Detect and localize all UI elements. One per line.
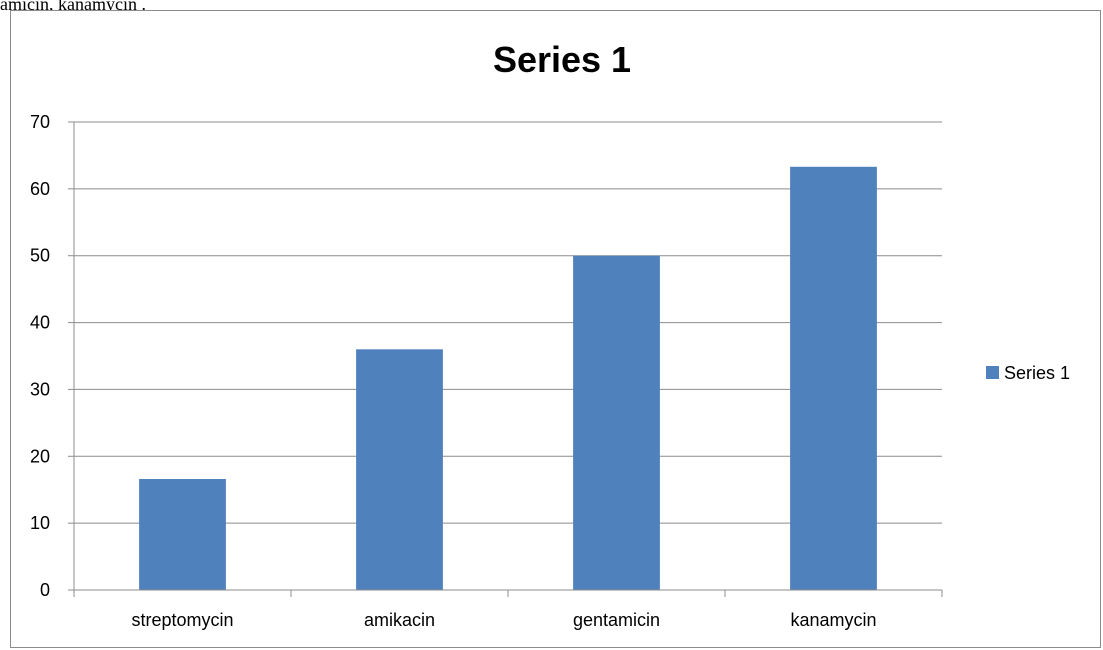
x-tick-label: streptomycin — [131, 610, 233, 630]
y-tick-label: 30 — [30, 379, 50, 399]
y-tick-label: 60 — [30, 179, 50, 199]
legend: Series 1 — [986, 363, 1070, 383]
axes — [68, 121, 943, 597]
y-tick-label: 20 — [30, 446, 50, 466]
chart-title: Series 1 — [493, 39, 631, 80]
bar-gentamicin — [573, 255, 660, 590]
x-tick-label: amikacin — [364, 610, 435, 630]
x-tick-label: gentamicin — [573, 610, 660, 630]
y-axis-tick-labels: 0 10 20 30 40 50 60 70 — [30, 112, 50, 600]
y-tick-label: 40 — [30, 313, 50, 333]
legend-swatch — [986, 366, 999, 379]
y-tick-label: 50 — [30, 246, 50, 266]
bar-streptomycin — [139, 479, 226, 590]
legend-label: Series 1 — [1004, 363, 1070, 383]
y-tick-label: 0 — [40, 580, 50, 600]
y-tick-label: 70 — [30, 112, 50, 132]
y-tick-label: 10 — [30, 513, 50, 533]
x-axis-tick-labels: streptomycin amikacin gentamicin kanamycin — [131, 610, 876, 630]
bars — [139, 166, 877, 590]
bar-kanamycin — [790, 166, 877, 590]
x-tick-label: kanamycin — [790, 610, 876, 630]
bar-amikacin — [356, 349, 443, 590]
